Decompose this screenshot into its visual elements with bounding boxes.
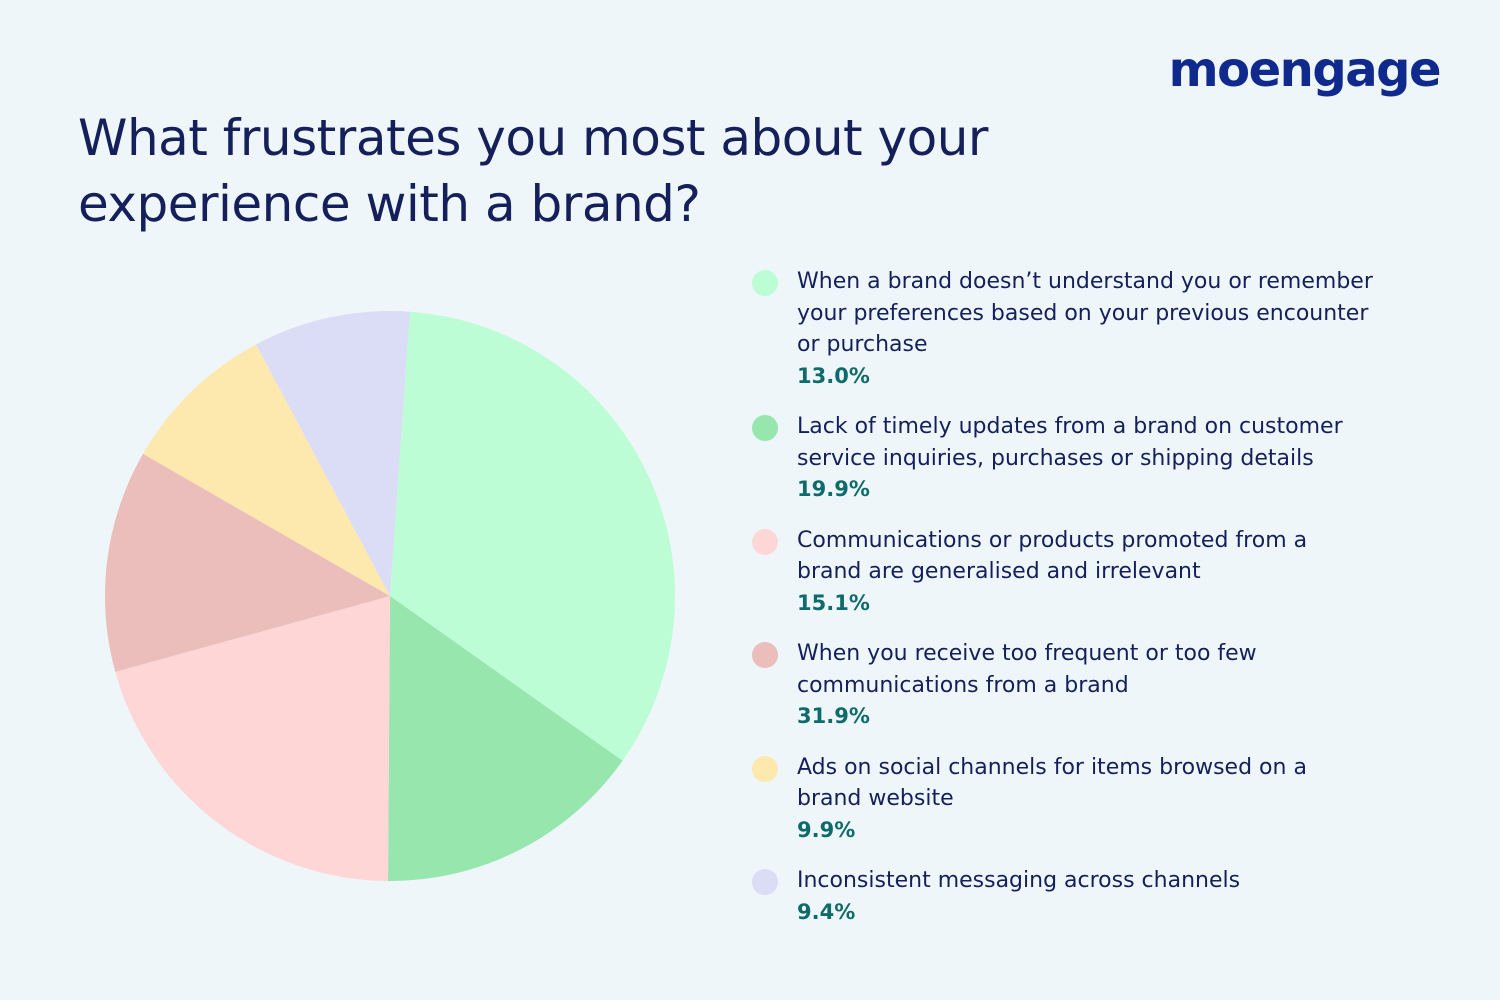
legend-swatch <box>752 755 778 782</box>
legend-label-line: brand website <box>797 786 954 811</box>
legend-label-line: Ads on social channels for items browsed… <box>797 754 1307 780</box>
legend-swatch <box>752 415 778 441</box>
pie-slice-6 <box>256 310 410 596</box>
legend-text: Communications or products promoted from… <box>797 525 1417 620</box>
legend-text: Inconsistent messaging across channels 9.… <box>797 865 1417 928</box>
legend-label-line: Inconsistent messaging across channels <box>797 868 1241 893</box>
legend-swatch <box>752 869 778 895</box>
legend-text: Ads on social channels for items browsed… <box>797 752 1417 847</box>
legend-value: 9.9% <box>797 817 856 842</box>
pie-slice-2 <box>388 596 623 881</box>
legend-swatch <box>752 642 778 668</box>
legend-label-line: service inquiries, purchases or shipping… <box>797 445 1314 471</box>
legend-value: 19.9% <box>797 477 870 501</box>
pie-slice-5 <box>142 344 390 596</box>
legend-value: 13.0% <box>797 363 870 388</box>
chart-title: What frustrates you most about your expe… <box>78 105 1018 237</box>
legend-label-line: When a brand doesn’t understand you or r… <box>797 269 1373 294</box>
legend-text: Lack of timely updates from a brand on c… <box>797 411 1417 506</box>
legend-label-line: communications from a brand <box>797 672 1129 698</box>
legend-swatch <box>752 528 778 555</box>
pie-slice-4 <box>104 453 390 672</box>
legend-label-line: When you receive too frequent or too few <box>797 641 1257 666</box>
chart-title-line-1: What frustrates you most about your <box>78 109 988 167</box>
chart-title-line-2: experience with a brand? <box>78 175 701 233</box>
moengage-logo: moengage <box>1168 42 1442 98</box>
legend-label-line: Communications or products promoted from… <box>797 527 1308 553</box>
pie-slice-1 <box>390 311 676 761</box>
legend-label-line: Lack of timely updates from a brand on c… <box>797 414 1343 439</box>
legend-swatch <box>752 270 778 296</box>
legend-value: 15.1% <box>797 590 870 615</box>
legend-value: 9.4% <box>797 899 856 924</box>
legend-label-line: brand are generalised and irrelevant <box>797 559 1201 584</box>
legend-text: When you receive too frequent or too few… <box>797 638 1417 733</box>
chart-legend: When a brand doesn’t understand you or r… <box>752 0 1452 1000</box>
legend-label-line: or purchase <box>797 332 928 357</box>
legend-text: When a brand doesn’t understand you or r… <box>797 266 1417 392</box>
legend-value: 31.9% <box>797 704 870 728</box>
pie-slice-3 <box>115 596 390 881</box>
legend-label-line: your preferences based on your previous … <box>797 300 1369 326</box>
